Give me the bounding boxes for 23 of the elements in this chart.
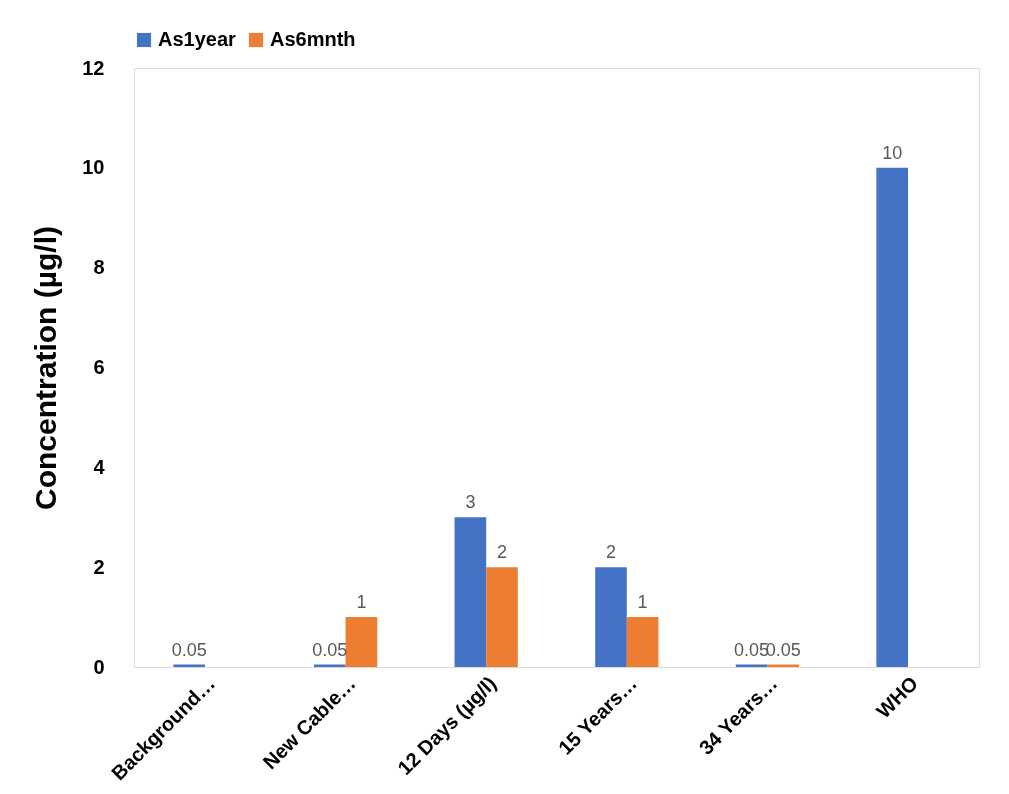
y-tick-label: 4 — [93, 455, 106, 478]
bar — [454, 517, 487, 667]
y-tick-label: 6 — [93, 356, 105, 378]
legend-label: As1year — [158, 28, 237, 50]
data-label: 3 — [465, 492, 476, 513]
y-tick-label: 2 — [93, 555, 105, 578]
y-tick-label: 12 — [82, 56, 105, 79]
y-tick-label: 8 — [93, 256, 105, 279]
data-label: 1 — [637, 592, 648, 613]
data-label: 10 — [882, 142, 903, 163]
data-label: 2 — [497, 542, 508, 563]
bar — [876, 167, 908, 667]
legend-label: As6mnth — [270, 28, 356, 50]
bar — [345, 617, 378, 667]
y-tick-label: 0 — [93, 655, 105, 678]
y-tick-label: 10 — [82, 156, 105, 179]
data-label: 2 — [605, 542, 616, 563]
bar — [626, 617, 659, 667]
bar — [595, 567, 627, 667]
y-axis-title: Concentration (µg/l) — [29, 226, 63, 510]
bar — [486, 567, 518, 667]
data-label: 1 — [356, 592, 367, 613]
data-label: 0.05 — [171, 639, 207, 660]
